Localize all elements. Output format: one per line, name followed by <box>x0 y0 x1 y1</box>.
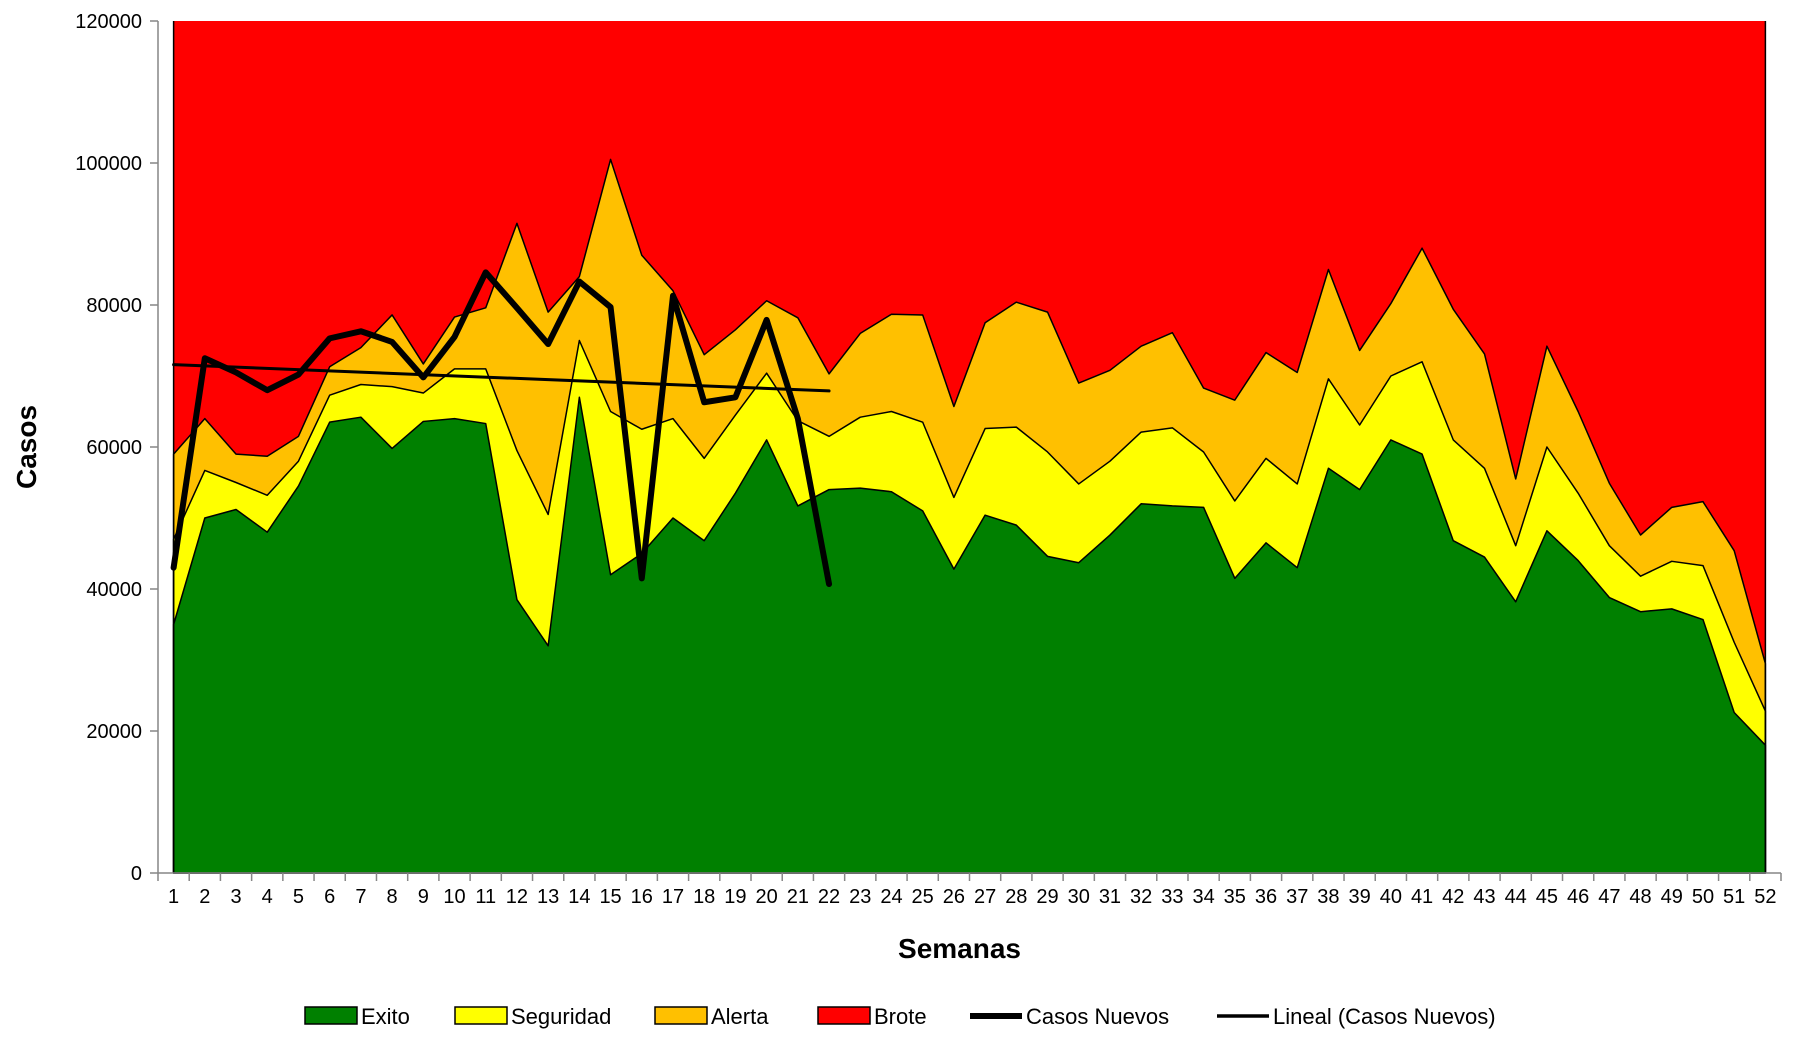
x-tick-label: 52 <box>1754 886 1776 908</box>
x-tick-label: 44 <box>1505 886 1527 908</box>
x-tick-label: 5 <box>293 886 304 908</box>
x-tick-label: 50 <box>1692 886 1714 908</box>
y-axis-title: Casos <box>11 405 42 489</box>
x-tick-label: 27 <box>974 886 996 908</box>
area-exito <box>172 396 1767 874</box>
legend-swatch-brote <box>817 1006 871 1025</box>
x-tick-label: 38 <box>1317 886 1339 908</box>
y-tick-label: 40000 <box>86 579 142 601</box>
x-tick-label: 35 <box>1224 886 1246 908</box>
legend-label-casos-nuevos: Casos Nuevos <box>1026 1004 1169 1029</box>
y-tick-label: 60000 <box>86 437 142 459</box>
y-tick-label: 100000 <box>75 153 142 175</box>
y-tick-label: 120000 <box>75 11 142 33</box>
x-tick-label: 16 <box>631 886 653 908</box>
x-tick-label: 51 <box>1723 886 1745 908</box>
legend-label-seguridad: Seguridad <box>511 1004 611 1029</box>
x-tick-label: 8 <box>387 886 398 908</box>
x-tick-label: 19 <box>724 886 746 908</box>
legend-label-brote: Brote <box>874 1004 927 1029</box>
legend-label-exito: Exito <box>361 1004 410 1029</box>
x-tick-label: 28 <box>1005 886 1027 908</box>
line-series-layer <box>170 269 833 588</box>
x-tick-label: 3 <box>230 886 241 908</box>
legend: Exito Seguridad Alerta Brote Casos Nuevos Lin… <box>304 1004 1496 1029</box>
x-tick-label: 18 <box>693 886 715 908</box>
x-tick-label: 29 <box>1036 886 1058 908</box>
x-tick-label: 11 <box>475 886 496 908</box>
x-tick-label: 14 <box>568 886 590 908</box>
x-tick-label: 48 <box>1629 886 1651 908</box>
x-tick-label: 21 <box>787 886 809 908</box>
legend-label-alerta: Alerta <box>711 1004 769 1029</box>
x-tick-label: 17 <box>662 886 684 908</box>
x-tick-label: 7 <box>355 886 366 908</box>
y-axis-ticks: 0 20000 40000 60000 80000 100000 120000 <box>75 11 158 885</box>
x-tick-label: 47 <box>1598 886 1620 908</box>
x-tick-label: 41 <box>1411 886 1433 908</box>
area-series-layer <box>172 21 1767 874</box>
x-tick-label: 34 <box>1192 886 1214 908</box>
x-tick-label: 40 <box>1380 886 1402 908</box>
x-tick-label: 49 <box>1661 886 1683 908</box>
x-tick-label: 45 <box>1536 886 1558 908</box>
x-tick-label: 46 <box>1567 886 1589 908</box>
y-tick-label: 0 <box>131 863 142 885</box>
y-tick-label: 80000 <box>86 295 142 317</box>
x-tick-label: 26 <box>943 886 965 908</box>
x-tick-label: 13 <box>537 886 559 908</box>
legend-label-lineal-casos-nuevos-: Lineal (Casos Nuevos) <box>1273 1004 1496 1029</box>
x-tick-label: 22 <box>818 886 840 908</box>
x-tick-label: 36 <box>1255 886 1277 908</box>
x-axis-ticks: 1 2 3 4 5 6 7 8 9 10 11 12 13 14 15 16 17 18 19 20 21 22 23 24 2… <box>157 873 1782 908</box>
x-tick-label: 30 <box>1068 886 1090 908</box>
x-tick-label: 33 <box>1161 886 1183 908</box>
x-tick-label: 32 <box>1130 886 1152 908</box>
x-tick-label: 12 <box>506 886 528 908</box>
x-tick-label: 43 <box>1473 886 1495 908</box>
x-tick-label: 1 <box>168 886 179 908</box>
x-tick-label: 20 <box>756 886 778 908</box>
line-casos-nuevos <box>170 269 833 588</box>
x-tick-label: 25 <box>912 886 934 908</box>
x-tick-label: 39 <box>1349 886 1371 908</box>
x-tick-label: 24 <box>880 886 902 908</box>
x-tick-label: 9 <box>418 886 429 908</box>
y-tick-label: 20000 <box>86 721 142 743</box>
x-axis-title: Semanas <box>898 933 1021 964</box>
x-tick-label: 37 <box>1286 886 1308 908</box>
legend-swatch-alerta <box>654 1006 708 1025</box>
x-tick-label: 10 <box>443 886 465 908</box>
legend-swatch-seguridad <box>454 1006 508 1025</box>
x-tick-label: 6 <box>324 886 335 908</box>
x-tick-label: 23 <box>849 886 871 908</box>
x-tick-label: 31 <box>1099 886 1121 908</box>
line-lineal-casos-nuevos- <box>172 363 831 393</box>
x-tick-label: 42 <box>1442 886 1464 908</box>
x-tick-label: 15 <box>599 886 621 908</box>
x-tick-label: 4 <box>262 886 273 908</box>
x-tick-label: 2 <box>199 886 210 908</box>
legend-swatch-exito <box>304 1006 358 1025</box>
